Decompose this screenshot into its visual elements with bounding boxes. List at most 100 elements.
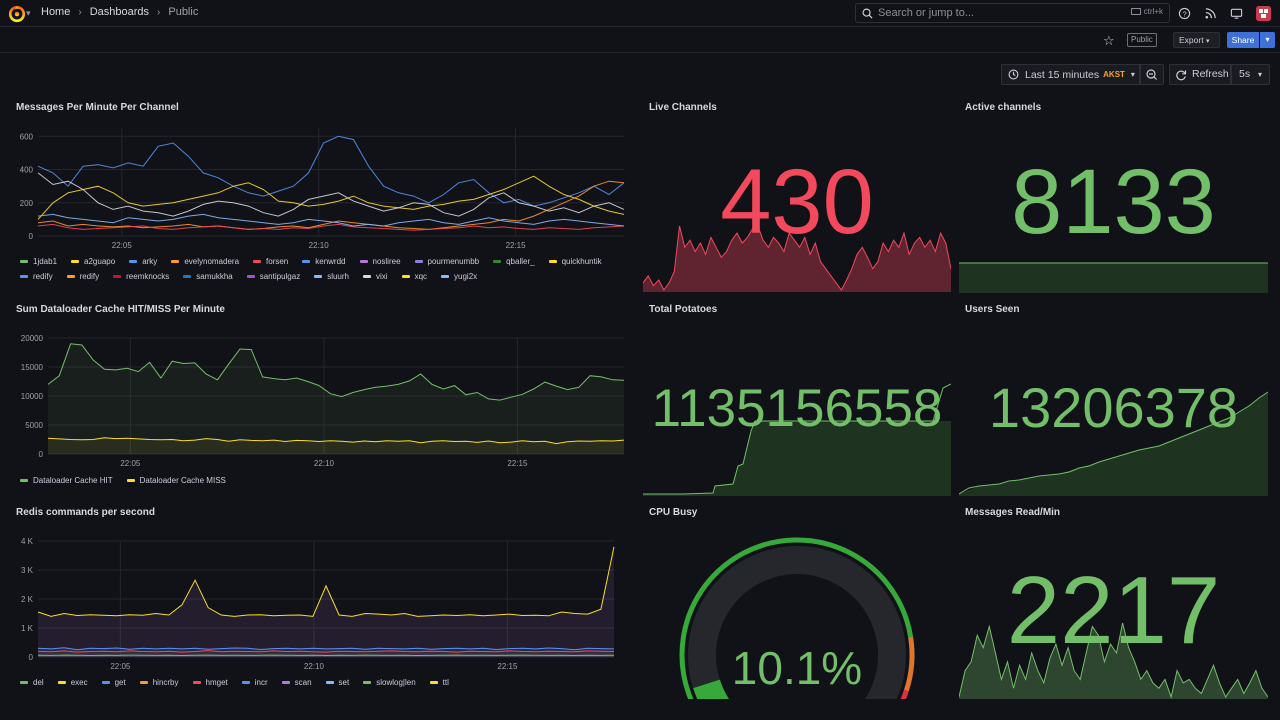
legend-swatch (414, 260, 423, 263)
legend-item[interactable]: exec (57, 678, 88, 687)
legend-swatch (325, 681, 334, 684)
legend-item[interactable]: qballer_ (493, 257, 535, 266)
refresh-interval-picker[interactable]: 5s ▾ (1231, 64, 1270, 85)
legend-item[interactable]: vixi (363, 272, 388, 281)
legend-label: incr (254, 678, 268, 687)
legend-label: forsen (266, 257, 289, 266)
legend-label: evelynomadera (184, 257, 240, 266)
sparkline-area (959, 623, 1268, 699)
dataloader-area-chart: 0 5000 10000 15000 20000 22:05 22:10 22:15 (21, 334, 625, 468)
y-tick-label: 1 K (21, 624, 34, 633)
series-line (37, 135, 625, 207)
legend-label: kenwrdd (315, 257, 346, 266)
legend-item[interactable]: set (325, 678, 350, 687)
refresh-button[interactable]: Refresh (1169, 64, 1231, 85)
y-tick-label: 200 (20, 199, 34, 208)
legend-item[interactable]: Dataloader Cache HIT (20, 476, 113, 485)
legend-item[interactable]: scan (281, 678, 312, 687)
help-icon[interactable]: ? (1178, 7, 1191, 20)
zoom-out-button[interactable] (1140, 64, 1164, 85)
share-menu-chevron-icon[interactable]: ▾ (1260, 32, 1275, 48)
legend-swatch (401, 275, 410, 278)
legend-item[interactable]: evelynomadera (171, 257, 239, 266)
x-tick-label: 22:10 (314, 459, 335, 468)
panel-title: Active channels (965, 102, 1042, 113)
legend-item[interactable]: kenwrdd (302, 257, 346, 266)
legend-item[interactable]: xqc (401, 272, 427, 281)
legend-item[interactable]: samukkha (183, 272, 233, 281)
legend-item[interactable]: hincrby (139, 678, 179, 687)
y-tick-label: 2 K (21, 595, 34, 604)
series-line (37, 172, 625, 217)
legend-item[interactable]: incr (241, 678, 268, 687)
legend-item[interactable]: 1jdab1 (20, 257, 57, 266)
panel-total-potatoes: Total Potatoes 1135156558 (643, 300, 951, 496)
legend-swatch (548, 260, 557, 263)
legend-item[interactable]: nosliree (359, 257, 401, 266)
legend-label: set (338, 678, 350, 687)
svg-text:?: ? (1182, 9, 1186, 18)
legend-item[interactable]: pourmenumbb (414, 257, 479, 266)
legend-item[interactable]: quickhuntik (548, 257, 602, 266)
panel-title: Total Potatoes (649, 304, 718, 315)
kiosk-mode-icon[interactable] (1230, 7, 1243, 20)
legend-item[interactable]: forsen (253, 257, 288, 266)
y-tick-label: 20000 (21, 334, 44, 343)
y-tick-label: 3 K (21, 566, 34, 575)
star-icon[interactable]: ☆ (1103, 33, 1115, 48)
legend-label: ttl (442, 678, 449, 687)
legend-label: 1jdab1 (33, 257, 58, 266)
legend-swatch (363, 275, 371, 278)
stat-value: 1135156558 (651, 379, 943, 438)
grafana-logo-icon[interactable] (8, 5, 26, 23)
legend-swatch (281, 681, 290, 684)
export-button[interactable]: Export ▾ (1173, 32, 1220, 48)
keyboard-icon (1130, 8, 1141, 15)
time-range-picker[interactable]: Last 15 minutes AKST ▾ (1001, 64, 1140, 85)
legend-item[interactable]: del (20, 678, 44, 687)
gauge-value: 10.1% (731, 642, 863, 694)
user-avatar[interactable] (1256, 6, 1271, 21)
legend-item[interactable]: redify (20, 272, 53, 281)
gauge-threshold-red (900, 689, 909, 699)
y-tick-label: 0 (39, 450, 44, 459)
legend-swatch (363, 681, 372, 684)
dashboard-toolbar (0, 27, 1280, 53)
legend-label: vixi (376, 272, 388, 281)
panel-title: Sum Dataloader Cache HIT/MISS Per Minute (16, 304, 225, 315)
legend-label: slowlog|len (376, 678, 416, 687)
breadcrumb-dashboards[interactable]: Dashboards (89, 6, 150, 18)
panel-title: Messages Per Minute Per Channel (16, 102, 179, 113)
legend-label: redify (79, 272, 100, 281)
x-tick-label: 22:10 (304, 662, 325, 671)
messages-read-sparkline (959, 622, 1268, 699)
x-tick-label: 22:05 (110, 662, 131, 671)
panel-live-channels: Live Channels 430 (643, 98, 951, 294)
chevron-down-icon[interactable]: ▾ (26, 8, 31, 18)
news-feed-icon[interactable] (1204, 7, 1217, 20)
legend-item[interactable]: santipulgaz (246, 272, 300, 281)
share-button[interactable]: Share (1227, 32, 1259, 48)
chevron-down-icon: ▾ (1258, 70, 1263, 79)
series-line (37, 223, 625, 231)
search-input[interactable]: Search or jump to... ctrl+k (855, 3, 1170, 23)
shortcut-text: ctrl+k (1143, 7, 1163, 16)
x-tick-label: 22:15 (506, 241, 527, 250)
legend-item[interactable]: hmget (192, 678, 228, 687)
legend-item[interactable]: get (101, 678, 126, 687)
legend-label: redify (33, 272, 53, 281)
legend-item[interactable]: a2guapo (71, 257, 115, 266)
legend-item[interactable]: sluurh (314, 272, 349, 281)
legend-item[interactable]: slowlog|len (363, 678, 416, 687)
legend-item[interactable]: arky (129, 257, 157, 266)
chevron-down-icon: ▾ (1205, 38, 1210, 45)
legend-item[interactable]: redify (66, 272, 100, 281)
breadcrumb-home[interactable]: Home (41, 6, 71, 18)
legend-item[interactable]: reemknocks (113, 272, 169, 281)
legend-item[interactable]: ttl (429, 678, 449, 687)
legend-swatch (441, 275, 450, 278)
legend-item[interactable]: yugi2x (441, 272, 477, 281)
series-line (37, 213, 625, 227)
legend-item[interactable]: Dataloader Cache MISS (126, 476, 226, 485)
stat-value: 430 (720, 151, 874, 253)
